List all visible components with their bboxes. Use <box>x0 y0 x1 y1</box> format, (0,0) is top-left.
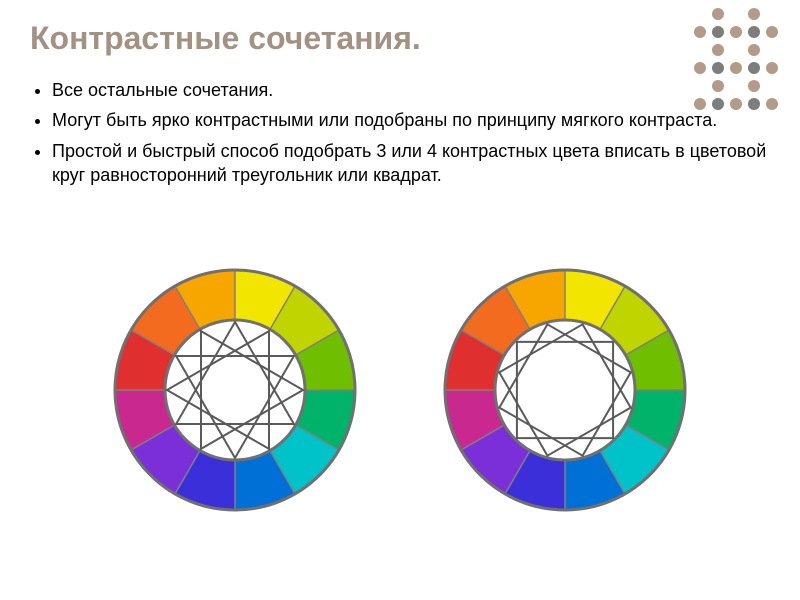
bullet-item: Могут быть ярко контрастными или подобра… <box>52 108 770 132</box>
bullet-item: Простой и быстрый способ подобрать 3 или… <box>52 139 770 188</box>
bullet-item: Все остальные сочетания. <box>52 78 770 102</box>
bullet-list: Все остальные сочетания. Могут быть ярко… <box>30 78 770 193</box>
page-title: Контрастные сочетания. <box>30 20 421 57</box>
wheels-row <box>0 260 800 520</box>
color-wheel-square <box>435 260 695 520</box>
color-wheel-triangle <box>105 260 365 520</box>
